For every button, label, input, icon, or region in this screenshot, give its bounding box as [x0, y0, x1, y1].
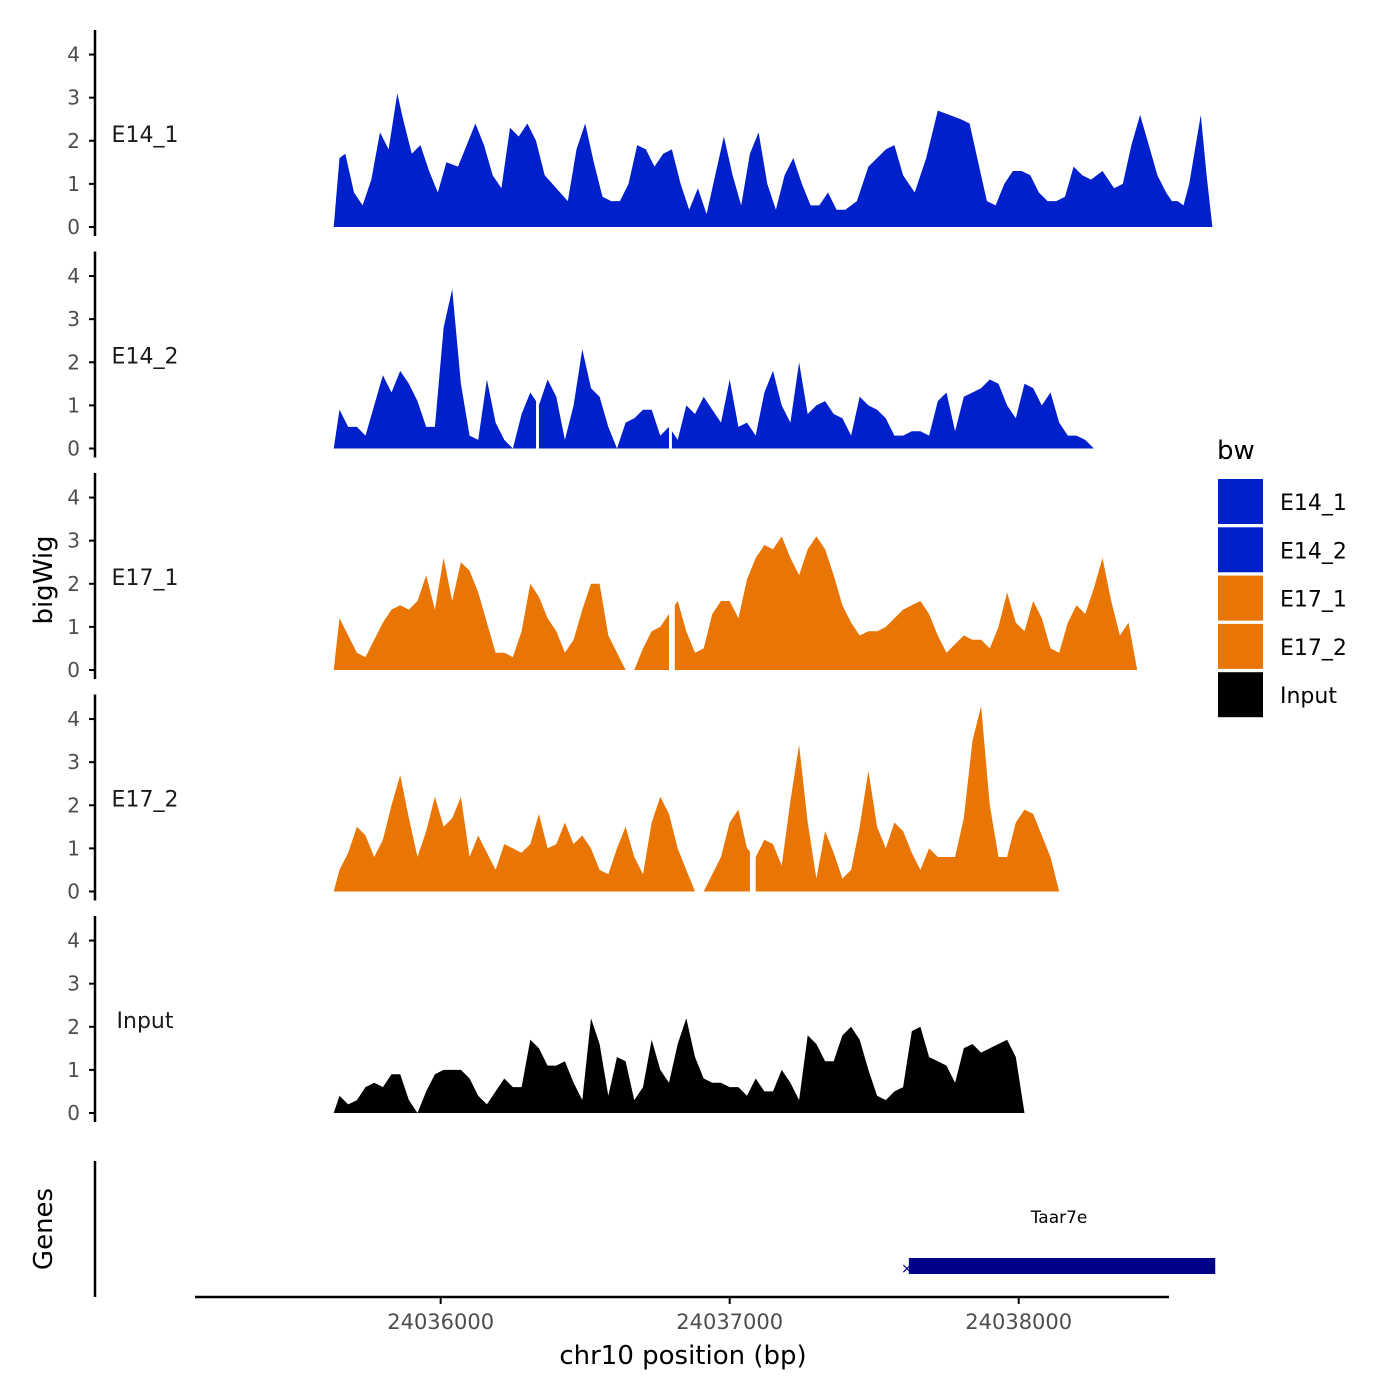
- y-tick-label: 4: [67, 486, 80, 510]
- y-tick-label: 3: [67, 86, 80, 110]
- y-tick-label: 1: [67, 172, 80, 196]
- signal-area-E17_2: [333, 706, 1213, 892]
- y-axis-label: bigWig: [29, 535, 59, 624]
- x-tick-label: 24038000: [965, 1310, 1072, 1334]
- y-tick-label: 0: [67, 880, 80, 904]
- x-axis: 24036000 24037000 24038000: [195, 1295, 1169, 1334]
- y-tick-label: 2: [67, 129, 80, 153]
- legend-label: E14_1: [1280, 491, 1347, 516]
- x-tick-label: 24036000: [387, 1310, 494, 1334]
- x-axis-label: chr10 position (bp): [559, 1341, 806, 1371]
- track-Input: 0 1 2 3 4 Input: [67, 916, 1213, 1125]
- legend-label: E17_2: [1280, 636, 1347, 661]
- legend-label: Input: [1280, 684, 1337, 709]
- signal-area-E14_1: [333, 93, 1213, 228]
- y-tick-label: 3: [67, 529, 80, 553]
- gene-body: [908, 1258, 1216, 1274]
- y-tick-label: 1: [67, 615, 80, 639]
- y-tick-label: 3: [67, 972, 80, 996]
- y-tick-label: 4: [67, 929, 80, 953]
- legend-swatch-E14_2: [1218, 527, 1263, 573]
- track-label: Input: [117, 1009, 174, 1034]
- y-tick-label: 0: [67, 437, 80, 461]
- data-gap: [536, 249, 539, 450]
- y-tick-label: 1: [67, 836, 80, 860]
- y-tick-label: 2: [67, 793, 80, 817]
- genes-track: Genes Taar7e ×: [29, 1161, 1216, 1297]
- signal-area-Input: [333, 1018, 1213, 1113]
- gene-name: Taar7e: [1030, 1208, 1088, 1228]
- track-label: E14_1: [112, 123, 179, 148]
- y-tick-label: 0: [67, 658, 80, 682]
- track-E17_2: 0 1 2 3 4 E17_2: [67, 692, 1213, 904]
- y-tick-label: 0: [67, 1101, 80, 1125]
- track-label: E17_1: [112, 566, 179, 591]
- track-E14_1: 0 1 2 3 4 E14_1: [67, 30, 1213, 239]
- y-tick-label: 1: [67, 393, 80, 417]
- strand-marker: ×: [901, 1261, 913, 1277]
- track-E14_2: 0 1 2 3 4 E14_2: [67, 249, 1213, 461]
- data-gap: [668, 471, 675, 671]
- y-tick-label: 4: [67, 707, 80, 731]
- signal-area-E17_1: [333, 536, 1213, 670]
- x-tick-label: 24037000: [676, 1310, 783, 1334]
- legend-swatch-E17_1: [1218, 575, 1263, 621]
- legend-label: E14_2: [1280, 539, 1347, 564]
- legend: bw E14_1 E14_2 E17_1 E17_2 Input: [1217, 436, 1347, 718]
- y-tick-label: 4: [67, 43, 80, 67]
- y-tick-label: 2: [67, 1015, 80, 1039]
- tracks-group: 0 1 2 3 4 E14_1 0 1 2 3 4 E14_2 0 1 2 3 4 E17_1 0 1 2 3 4 E17_2…: [67, 30, 1213, 1125]
- y-tick-label: 4: [67, 264, 80, 288]
- genes-track-label: Genes: [29, 1188, 59, 1270]
- y-tick-label: 1: [67, 1058, 80, 1082]
- y-tick-label: 3: [67, 750, 80, 774]
- y-tick-label: 0: [67, 215, 80, 239]
- data-gap: [668, 249, 672, 450]
- legend-swatch-E14_1: [1218, 479, 1263, 524]
- track-E17_1: 0 1 2 3 4 E17_1: [67, 471, 1213, 682]
- y-tick-label: 2: [67, 572, 80, 596]
- y-tick-label: 3: [67, 307, 80, 331]
- y-tick-label: 2: [67, 350, 80, 374]
- legend-swatch-Input: [1218, 672, 1263, 718]
- track-label: E14_2: [112, 345, 179, 370]
- signal-area-E14_2: [333, 289, 1213, 449]
- legend-label: E17_1: [1280, 588, 1347, 613]
- track-label: E17_2: [112, 788, 179, 813]
- legend-title: bw: [1217, 436, 1255, 466]
- legend-swatch-E17_2: [1218, 623, 1263, 669]
- data-gap: [749, 692, 756, 893]
